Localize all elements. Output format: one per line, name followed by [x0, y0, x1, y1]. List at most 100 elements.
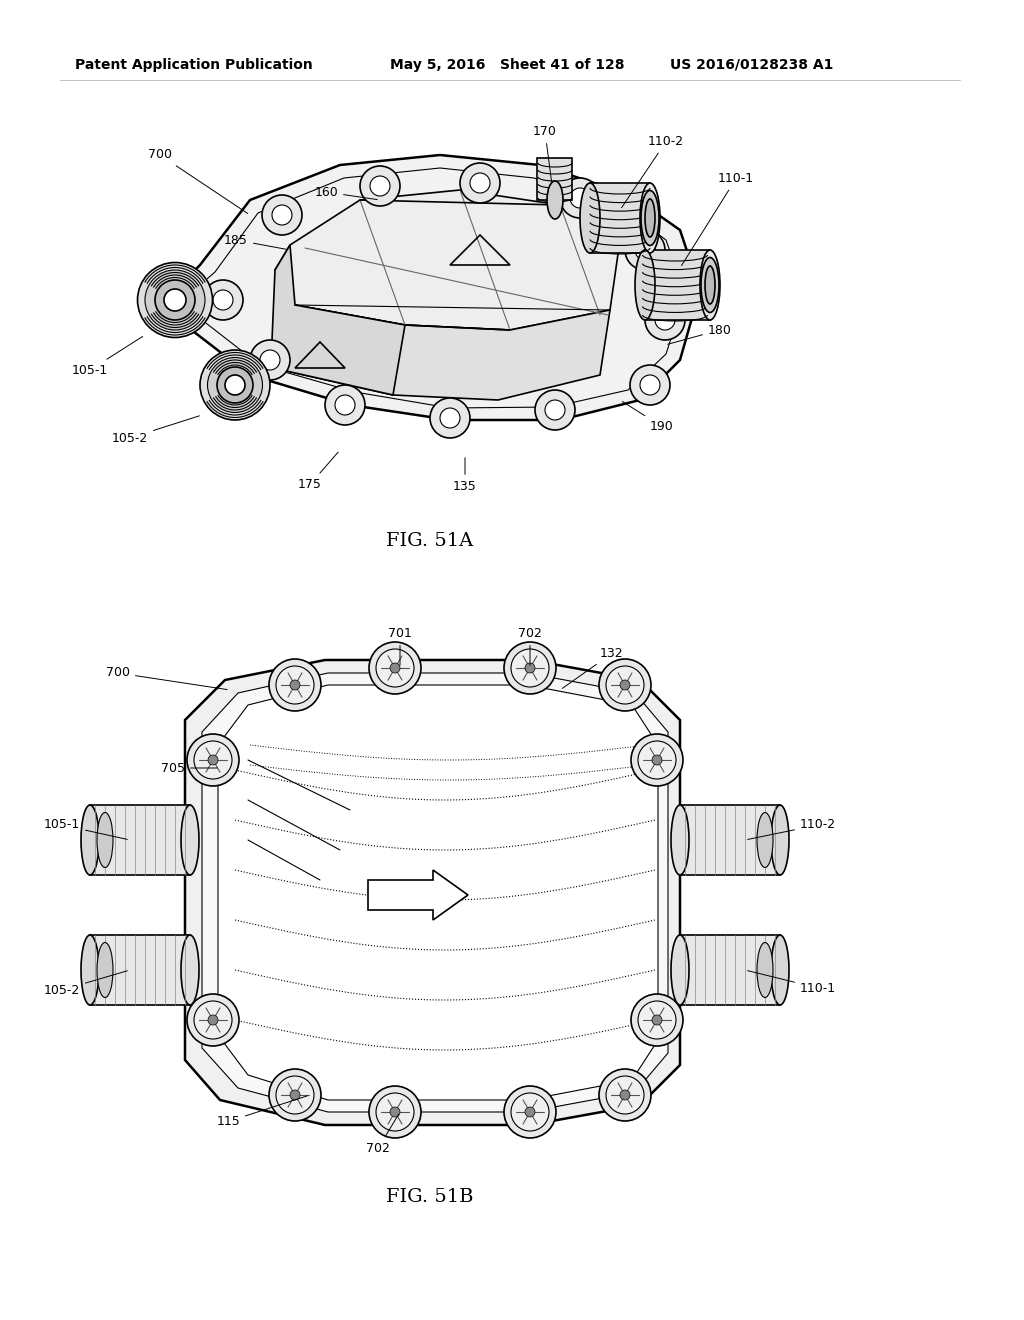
- Circle shape: [638, 1001, 676, 1039]
- Circle shape: [620, 1090, 630, 1100]
- Text: 701: 701: [388, 627, 412, 665]
- Circle shape: [269, 1069, 321, 1121]
- Ellipse shape: [671, 935, 689, 1005]
- Ellipse shape: [757, 942, 773, 998]
- Text: 132: 132: [562, 647, 624, 689]
- Bar: [680, 935, 780, 1005]
- Ellipse shape: [640, 183, 660, 253]
- Ellipse shape: [81, 805, 99, 875]
- Circle shape: [504, 642, 556, 694]
- Circle shape: [630, 366, 670, 405]
- Ellipse shape: [771, 805, 790, 875]
- Circle shape: [631, 994, 683, 1045]
- Text: 135: 135: [454, 458, 477, 492]
- Circle shape: [276, 667, 314, 704]
- Text: 700: 700: [106, 667, 227, 689]
- Circle shape: [187, 734, 239, 785]
- Circle shape: [652, 1015, 662, 1026]
- Bar: [537, 158, 572, 201]
- Bar: [90, 935, 190, 1005]
- Circle shape: [203, 280, 243, 319]
- Circle shape: [276, 1076, 314, 1114]
- Circle shape: [250, 341, 290, 380]
- Text: 702: 702: [518, 627, 542, 665]
- Circle shape: [370, 176, 390, 195]
- Text: 175: 175: [298, 451, 338, 491]
- Ellipse shape: [217, 367, 253, 403]
- Text: 110-1: 110-1: [748, 970, 837, 994]
- Ellipse shape: [701, 257, 719, 313]
- Bar: [645, 249, 710, 319]
- Circle shape: [625, 230, 665, 271]
- Circle shape: [194, 1001, 232, 1039]
- Text: FIG. 51A: FIG. 51A: [386, 532, 474, 550]
- Bar: [680, 805, 780, 875]
- Circle shape: [560, 178, 600, 218]
- Text: 105-1: 105-1: [72, 337, 142, 376]
- Ellipse shape: [757, 813, 773, 867]
- Text: US 2016/0128238 A1: US 2016/0128238 A1: [670, 58, 834, 73]
- Text: 115: 115: [216, 1096, 307, 1129]
- Ellipse shape: [700, 249, 720, 319]
- Ellipse shape: [645, 199, 655, 238]
- Circle shape: [369, 642, 421, 694]
- Text: 190: 190: [623, 401, 674, 433]
- Ellipse shape: [225, 375, 245, 395]
- Circle shape: [638, 741, 676, 779]
- Text: 185: 185: [224, 234, 288, 249]
- Circle shape: [269, 659, 321, 711]
- Text: Patent Application Publication: Patent Application Publication: [75, 58, 312, 73]
- Circle shape: [599, 1069, 651, 1121]
- Text: FIG. 51B: FIG. 51B: [386, 1188, 474, 1206]
- Circle shape: [652, 755, 662, 766]
- Circle shape: [187, 994, 239, 1045]
- Text: 110-1: 110-1: [682, 172, 754, 265]
- Circle shape: [376, 1093, 414, 1131]
- Circle shape: [262, 195, 302, 235]
- Text: 105-2: 105-2: [112, 416, 200, 445]
- Circle shape: [470, 173, 490, 193]
- Polygon shape: [272, 305, 610, 400]
- Ellipse shape: [181, 935, 199, 1005]
- Polygon shape: [218, 685, 658, 1100]
- Polygon shape: [275, 190, 620, 330]
- Text: 700: 700: [148, 149, 248, 214]
- Circle shape: [511, 649, 549, 686]
- Circle shape: [511, 1093, 549, 1131]
- Circle shape: [655, 310, 675, 330]
- Ellipse shape: [200, 350, 270, 420]
- Circle shape: [599, 659, 651, 711]
- Text: 105-1: 105-1: [44, 818, 127, 840]
- Text: 105-2: 105-2: [44, 970, 127, 997]
- Circle shape: [390, 663, 400, 673]
- Circle shape: [545, 400, 565, 420]
- Ellipse shape: [705, 267, 715, 304]
- Ellipse shape: [580, 183, 600, 253]
- Polygon shape: [272, 246, 406, 395]
- Ellipse shape: [771, 935, 790, 1005]
- Ellipse shape: [137, 263, 213, 338]
- Polygon shape: [202, 673, 668, 1111]
- Circle shape: [504, 1086, 556, 1138]
- Ellipse shape: [641, 190, 659, 246]
- Text: 702: 702: [366, 1114, 398, 1155]
- Circle shape: [325, 385, 365, 425]
- Circle shape: [570, 187, 590, 209]
- Circle shape: [290, 1090, 300, 1100]
- Circle shape: [390, 1107, 400, 1117]
- Circle shape: [631, 734, 683, 785]
- Circle shape: [635, 240, 655, 260]
- Circle shape: [606, 667, 644, 704]
- Text: May 5, 2016   Sheet 41 of 128: May 5, 2016 Sheet 41 of 128: [390, 58, 625, 73]
- Text: 110-2: 110-2: [748, 818, 837, 840]
- Ellipse shape: [547, 181, 563, 219]
- Text: 170: 170: [534, 125, 557, 182]
- Circle shape: [430, 399, 470, 438]
- Circle shape: [260, 350, 280, 370]
- Circle shape: [208, 755, 218, 766]
- Ellipse shape: [164, 289, 186, 312]
- Ellipse shape: [81, 935, 99, 1005]
- Circle shape: [335, 395, 355, 414]
- Text: 110-2: 110-2: [622, 135, 684, 207]
- FancyArrow shape: [368, 870, 468, 920]
